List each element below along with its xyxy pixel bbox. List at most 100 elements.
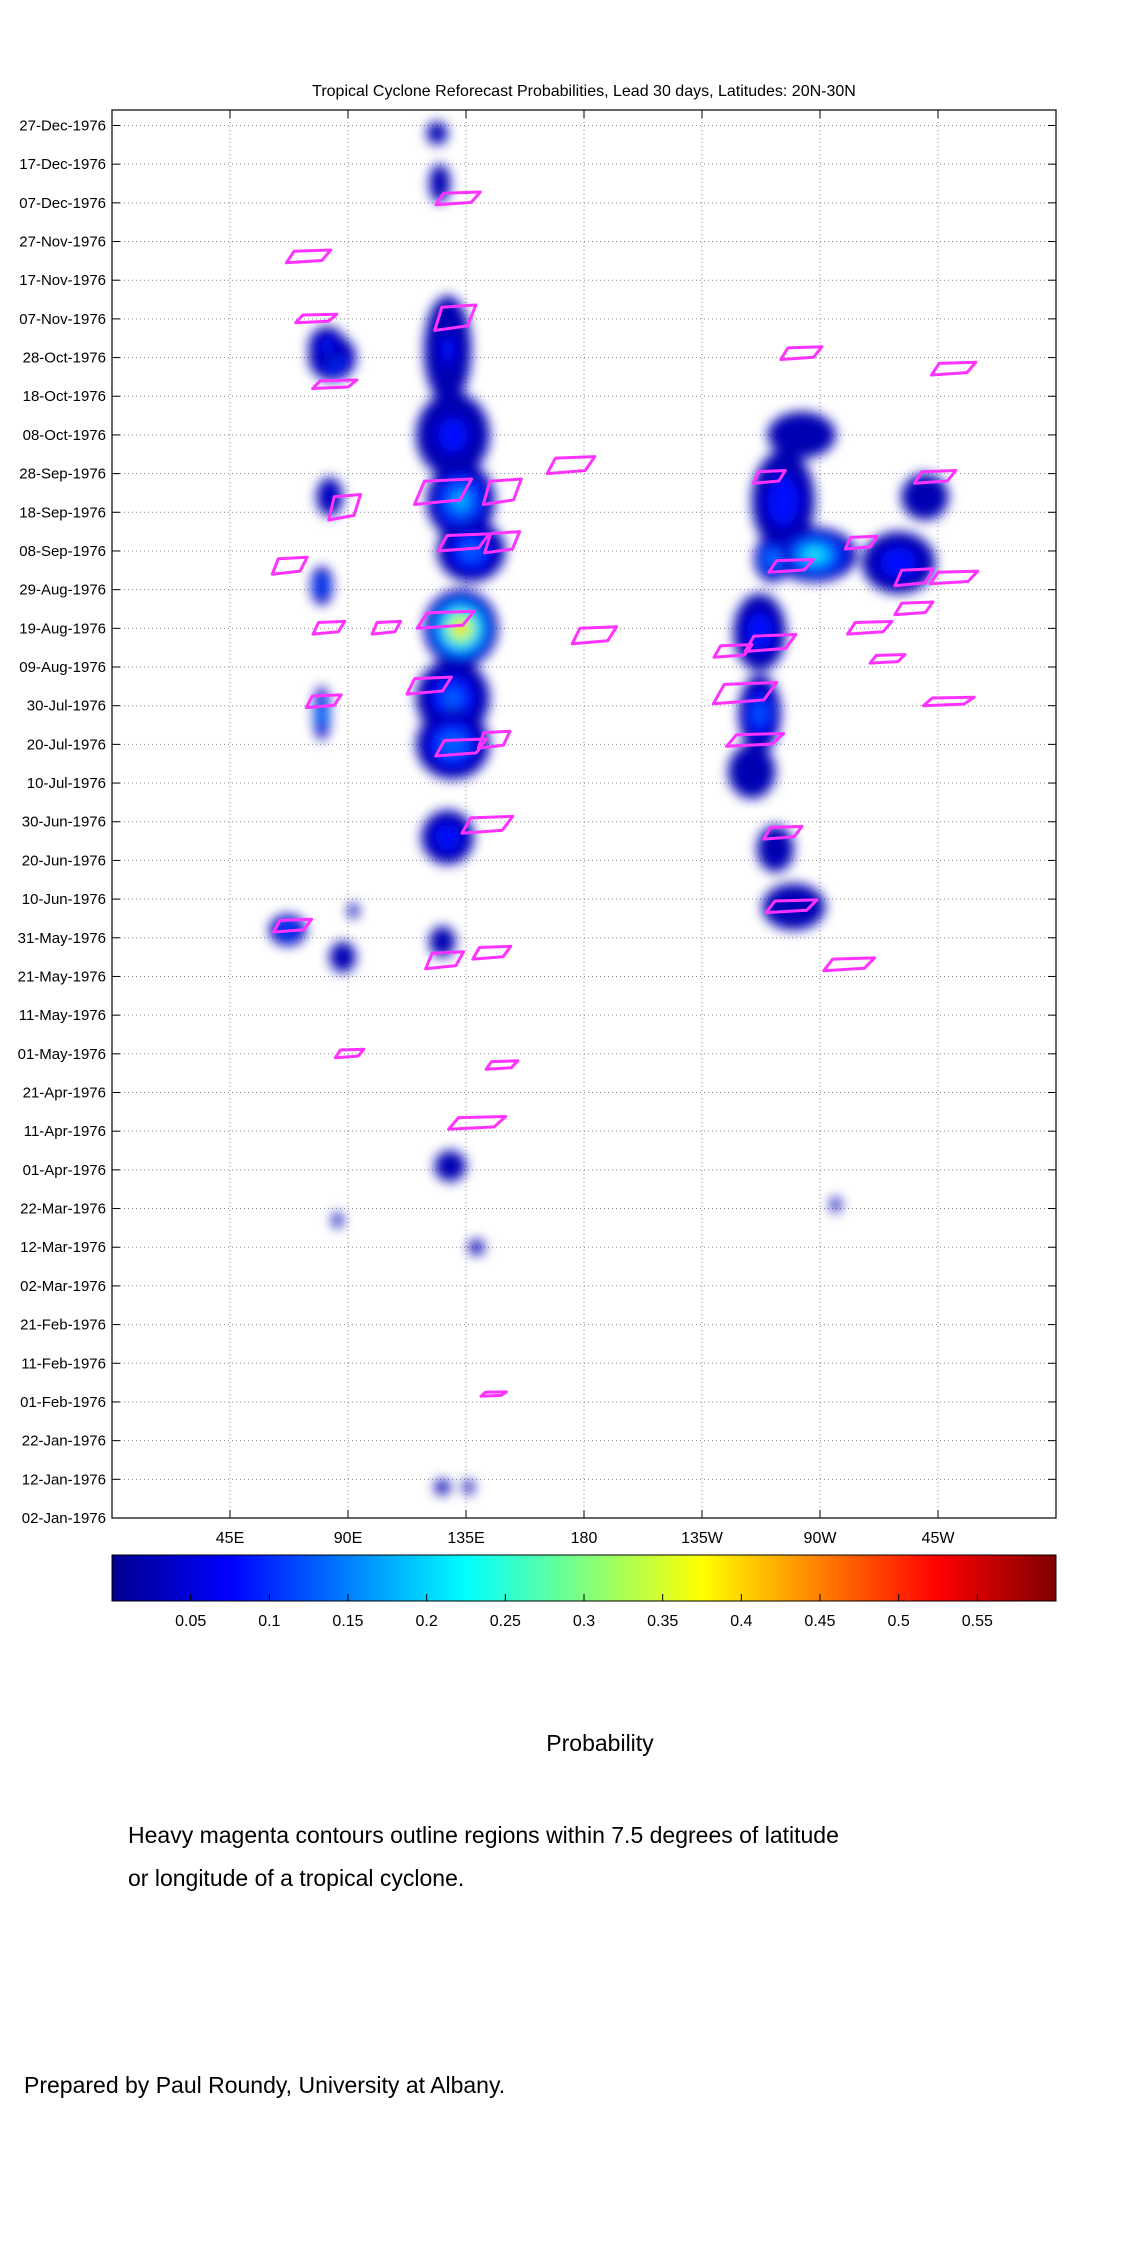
colorbar-tick-label: 0.5	[888, 1613, 910, 1630]
colorbar-tick-label: 0.15	[332, 1613, 363, 1630]
y-tick-label: 21-May-1976	[18, 968, 106, 985]
probability-blob-outer	[332, 1212, 343, 1228]
tc-contour	[711, 681, 779, 706]
x-tick-label: 45E	[216, 1530, 244, 1547]
y-tick-label: 28-Sep-1976	[19, 466, 106, 483]
tc-contour	[483, 530, 522, 555]
x-tick-label: 135W	[681, 1530, 724, 1547]
chart-title: Tropical Cyclone Reforecast Probabilitie…	[312, 83, 856, 100]
probability-blob	[429, 926, 456, 958]
tc-contour	[311, 619, 347, 636]
y-tick-label: 01-Feb-1976	[20, 1394, 106, 1411]
tc-contour	[294, 312, 339, 325]
y-tick-label: 29-Aug-1976	[19, 582, 106, 599]
y-tick-label: 18-Oct-1976	[23, 388, 106, 405]
tc-contour	[284, 248, 333, 265]
y-tick-label: 11-Feb-1976	[21, 1355, 106, 1372]
tc-contour	[436, 532, 491, 553]
tc-contour	[913, 469, 958, 485]
tc-contour	[433, 303, 478, 332]
probability-blob	[762, 883, 826, 931]
tc-contour	[476, 729, 512, 750]
tc-contour	[434, 190, 482, 207]
tc-contour	[424, 950, 466, 971]
probability-blob	[738, 674, 781, 753]
y-tick-label: 17-Nov-1976	[19, 272, 106, 289]
probability-blob-outer	[429, 926, 456, 958]
probability-blob-outer	[329, 941, 356, 973]
tc-contour	[333, 1047, 366, 1060]
tc-contour	[304, 693, 343, 710]
y-tick-label: 02-Jan-1976	[22, 1510, 106, 1527]
probability-blob	[421, 810, 474, 865]
y-tick-label: 20-Jun-1976	[22, 852, 106, 869]
probability-blob-outer	[728, 744, 776, 799]
probability-blob-level	[438, 417, 468, 452]
probability-blob-outer	[348, 902, 359, 919]
colorbar-tick-label: 0.25	[490, 1613, 521, 1630]
probability-blob-outer	[468, 1239, 485, 1255]
y-tick-label: 07-Dec-1976	[19, 195, 106, 212]
x-tick-label: 90E	[334, 1530, 362, 1547]
x-tick-label: 180	[571, 1530, 598, 1547]
tc-contour	[272, 917, 314, 934]
tc-contour	[405, 675, 453, 696]
probability-blob	[901, 473, 949, 521]
tc-contour	[484, 1059, 520, 1071]
probability-blob	[751, 450, 815, 551]
tc-contour	[843, 534, 879, 551]
colorbar-tick-label: 0.35	[647, 1613, 678, 1630]
probability-blob-outer	[757, 825, 794, 873]
tc-contour	[893, 567, 935, 588]
y-axis: 02-Jan-1976 12-Jan-1976 22-Jan-1976 01-Feb-…	[18, 117, 1056, 1527]
y-tick-label: 08-Oct-1976	[23, 427, 106, 444]
probability-blob	[772, 527, 857, 582]
tc-contour	[930, 360, 978, 377]
y-tick-label: 30-Jul-1976	[27, 698, 106, 715]
probability-blob-outer	[830, 1196, 841, 1213]
colorbar-tick-label: 0.55	[962, 1613, 993, 1630]
probability-blob-level	[461, 541, 482, 561]
probability-blob-level	[434, 823, 461, 851]
probability-blob-level	[439, 731, 467, 758]
colorbar-tick-label: 0.1	[258, 1613, 280, 1630]
y-tick-label: 17-Dec-1976	[19, 156, 106, 173]
colorbar-tick-label: 0.4	[730, 1613, 752, 1630]
probability-field	[269, 121, 949, 1495]
tropical-cyclone-contours	[270, 190, 980, 1398]
probability-blob	[311, 566, 333, 606]
probability-blob-level	[441, 335, 454, 364]
probability-blob-level	[319, 338, 335, 354]
probability-blob	[434, 1479, 451, 1495]
tc-contour	[868, 653, 907, 665]
tc-contour	[415, 609, 476, 630]
probability-blob	[757, 825, 794, 873]
probability-blob-outer	[434, 1150, 466, 1182]
probability-blob	[313, 686, 330, 741]
tc-contour	[822, 956, 876, 973]
probability-blob	[463, 1479, 474, 1495]
tc-contour	[743, 633, 798, 653]
probability-blob-outer	[434, 1479, 451, 1495]
y-tick-label: 07-Nov-1976	[19, 311, 106, 328]
colorbar-gradient	[111, 1554, 1057, 1602]
probability-blob	[332, 1212, 343, 1228]
tc-contour	[311, 378, 359, 390]
probability-blob	[767, 411, 836, 459]
colorbar-label: Probability	[546, 1730, 654, 1756]
colorbar-tick-label: 0.45	[804, 1613, 835, 1630]
probability-blob	[329, 941, 356, 973]
y-tick-label: 21-Feb-1976	[20, 1317, 106, 1334]
y-tick-label: 28-Oct-1976	[23, 350, 106, 367]
caption-line-1: Heavy magenta contours outline regions w…	[128, 1822, 839, 1848]
colorbar-tick-label: 0.05	[175, 1613, 206, 1630]
probability-blob-level	[880, 547, 917, 578]
probability-blob-outer	[426, 121, 448, 145]
colorbar: 0.05 0.1 0.15 0.2 0.25 0.3 0.35 0.4 0.45 0.5 0.55	[111, 1554, 1057, 1630]
tc-contour	[725, 732, 786, 748]
y-tick-label: 27-Nov-1976	[19, 234, 106, 251]
y-tick-label: 08-Sep-1976	[19, 543, 106, 560]
y-tick-label: 18-Sep-1976	[19, 504, 106, 521]
tc-contour	[434, 737, 488, 758]
grid-lines	[112, 110, 1056, 1519]
